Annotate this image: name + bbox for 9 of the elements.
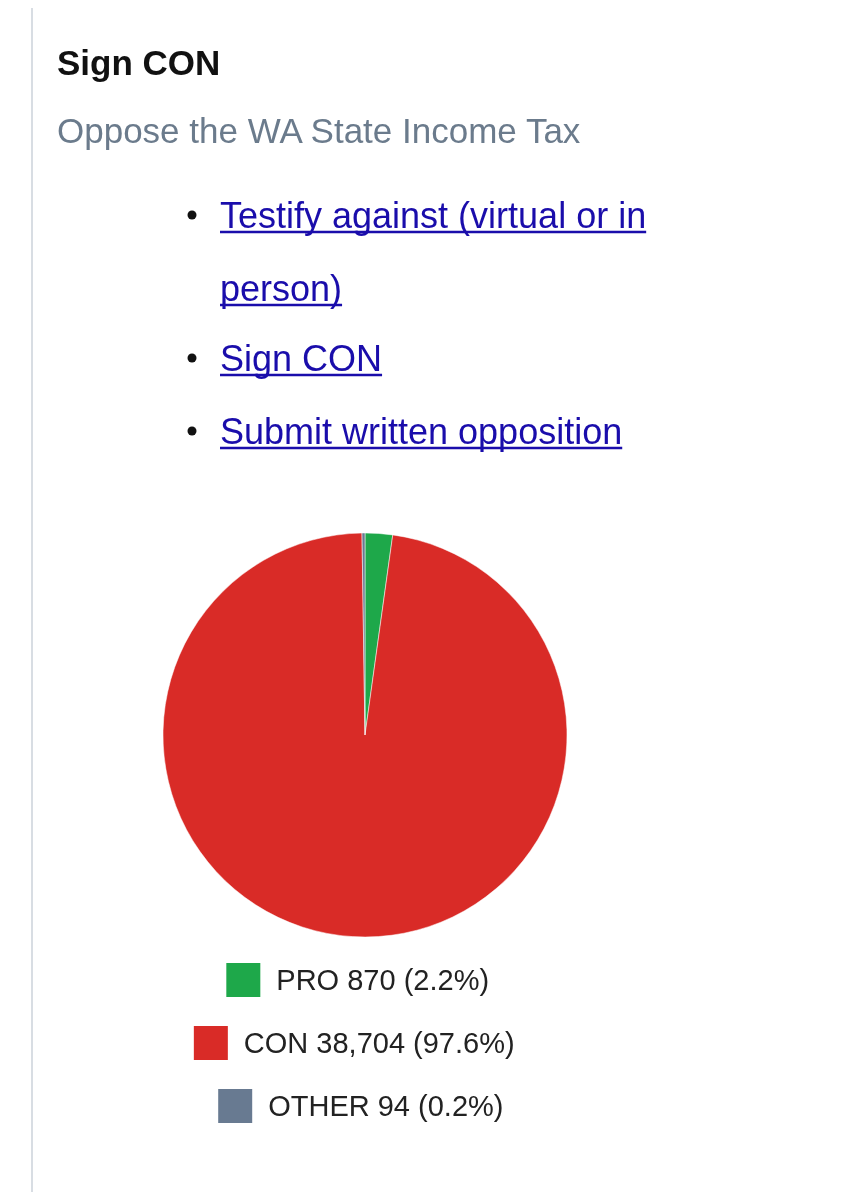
text: Sign CON bbox=[220, 337, 383, 379]
legend-label: CON 38,704 (97.6%) bbox=[243, 1027, 515, 1060]
text: Testify against (virtual or in person) bbox=[220, 194, 647, 309]
legend-label: PRO 870 (2.2%) bbox=[276, 964, 490, 997]
chart-title: Sign CON bbox=[57, 43, 221, 83]
pie-slice bbox=[162, 532, 568, 937]
chart-subtitle: Oppose the WA State Income Tax bbox=[57, 111, 581, 151]
text: Submit written opposition bbox=[220, 410, 623, 452]
legend-label: OTHER 94 (0.2%) bbox=[268, 1090, 504, 1123]
